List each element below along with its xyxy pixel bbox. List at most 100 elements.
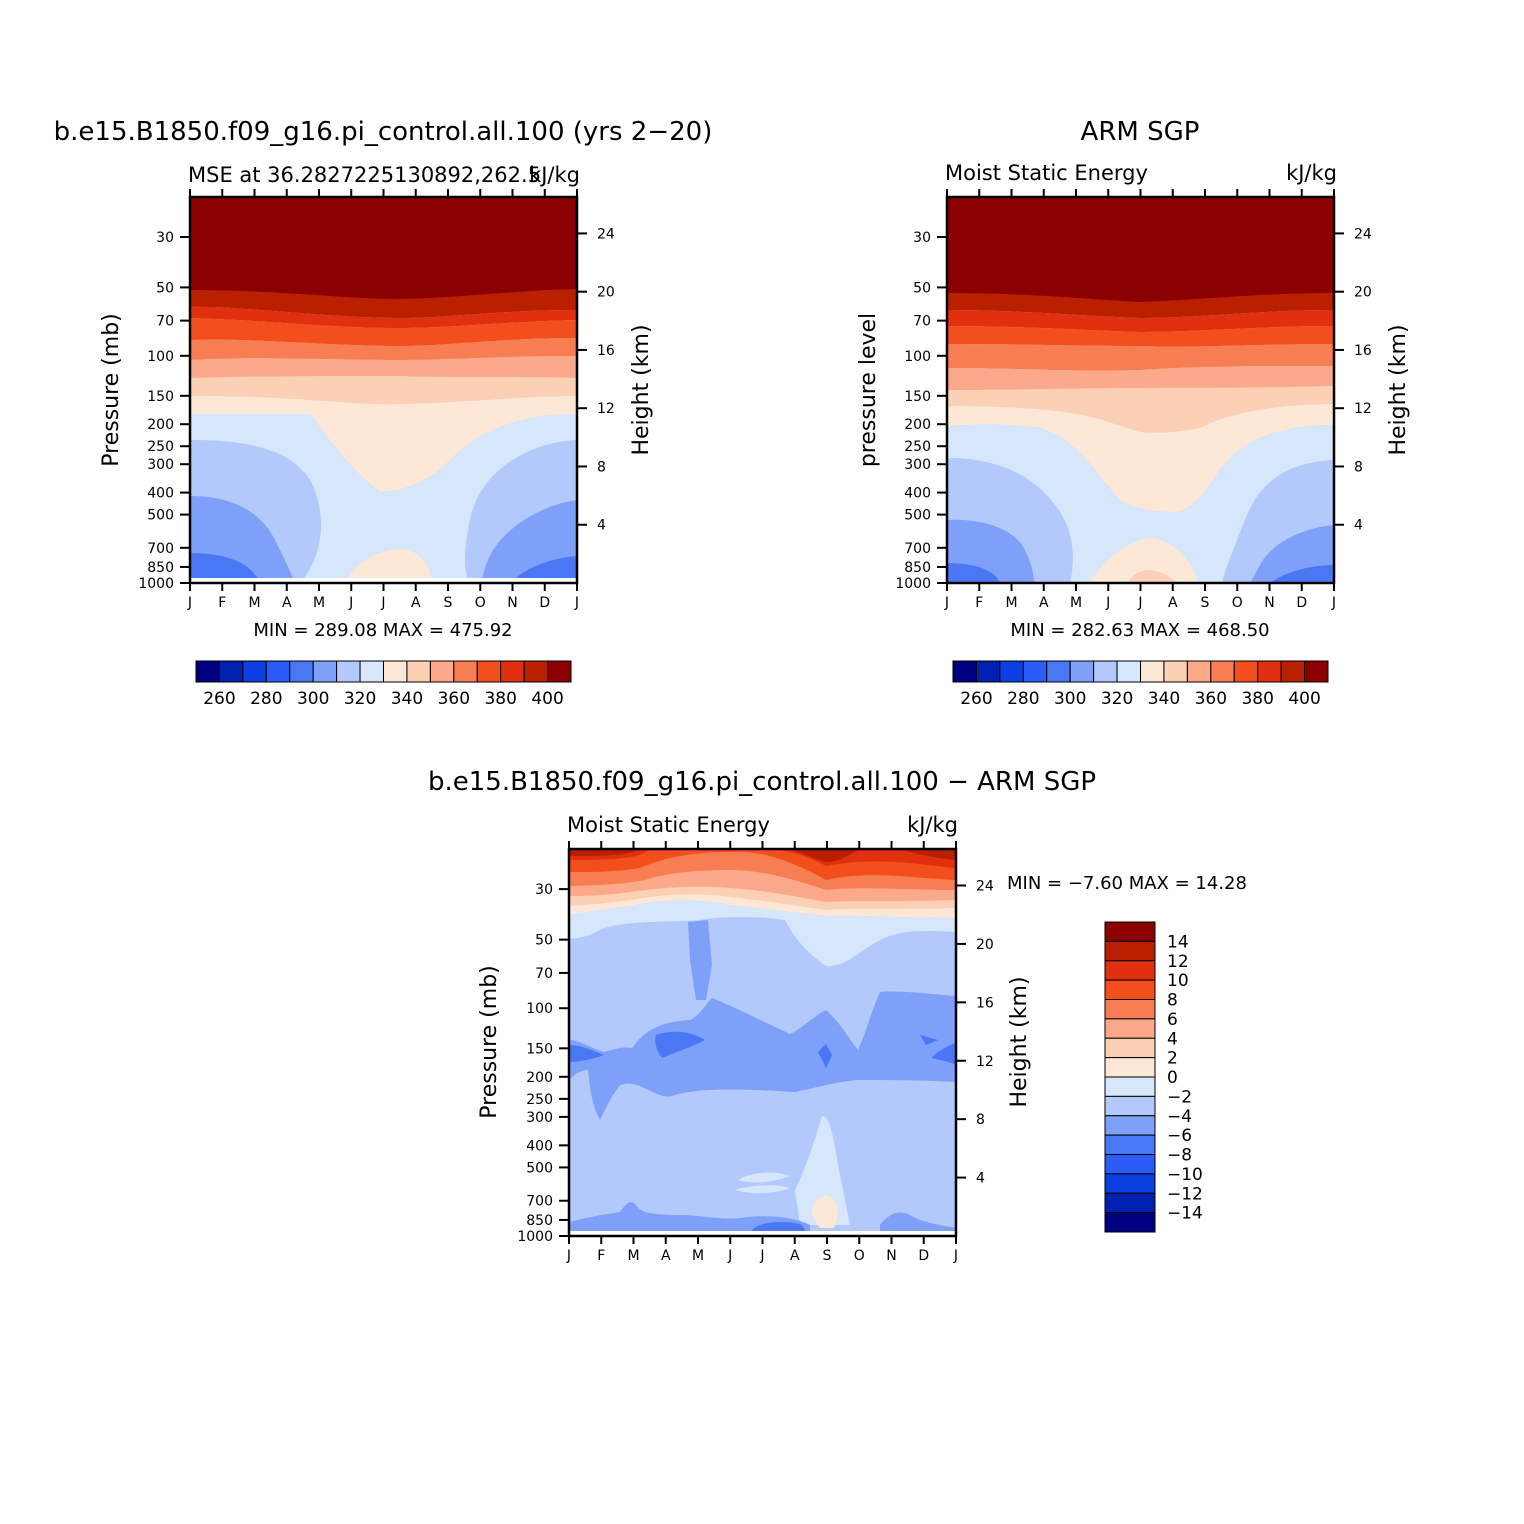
x-tick-label: A (661, 1248, 671, 1264)
panel-diff-ylabel-right: Height (km) (1007, 976, 1032, 1107)
colorbar-label: 360 (1195, 689, 1227, 709)
y-tick-label: 700 (526, 1194, 553, 1210)
panel-obs-subtitle-left: Moist Static Energy (945, 161, 1148, 185)
colorbar-label: −10 (1167, 1165, 1203, 1185)
x-tick-label: M (1005, 595, 1017, 611)
panel-model-field (190, 197, 577, 583)
colorbar-swatch (1069, 660, 1095, 683)
colorbar-label: 2 (1167, 1049, 1178, 1069)
x-tick-label: F (975, 595, 983, 611)
y-tick-label: 150 (904, 389, 931, 405)
y-tick-label: 1000 (517, 1229, 553, 1245)
colorbar-swatch (429, 660, 455, 683)
y-tick-label: 70 (156, 314, 174, 330)
x-tick-label: J (953, 1248, 958, 1264)
y-tick-label: 850 (147, 560, 174, 576)
x-tick-label: M (248, 595, 260, 611)
colorbar-swatch (1104, 1192, 1156, 1214)
x-tick-label: J (1105, 595, 1110, 611)
y-right-tick-label: 24 (976, 879, 994, 895)
y-tick-label: 100 (904, 349, 931, 365)
panel-obs-ylabel-right: Height (km) (1386, 324, 1411, 455)
panel-model-ylabel: Pressure (mb) (99, 313, 124, 467)
y-tick-label: 200 (147, 417, 174, 433)
x-tick-label: O (854, 1248, 865, 1264)
colorbar-swatch (1233, 660, 1259, 683)
y-tick-label: 500 (526, 1160, 553, 1176)
colorbar-swatch (383, 660, 408, 683)
x-tick-label: M (1070, 595, 1082, 611)
colorbar-swatch (242, 660, 267, 683)
y-right-tick-label: 20 (1354, 285, 1372, 301)
colorbar-label: 300 (1054, 689, 1086, 709)
x-tick-label: N (1264, 595, 1274, 611)
y-tick-label: 70 (535, 966, 553, 982)
colorbar-swatch (1104, 1154, 1156, 1175)
colorbar-swatch (218, 660, 244, 683)
y-tick-label: 70 (913, 314, 931, 330)
colorbar-label: −8 (1167, 1146, 1192, 1166)
colorbar-label: −6 (1167, 1126, 1192, 1146)
colorbar-swatch (1104, 1212, 1156, 1233)
colorbar-label: 340 (1148, 689, 1180, 709)
y-right-tick-label: 4 (1354, 518, 1363, 534)
x-tick-label: S (444, 595, 453, 611)
panel-diff-title: b.e15.B1850.f09_g16.pi_control.all.100 −… (428, 767, 1096, 797)
colorbar-label: 8 (1167, 991, 1178, 1011)
panel-obs-subtitle-right: kJ/kg (1286, 161, 1337, 185)
colorbar-swatch (975, 660, 1001, 683)
y-right-tick-label: 12 (976, 1054, 994, 1070)
y-tick-label: 50 (535, 933, 553, 949)
panel-model-minmax: MIN = 289.08 MAX = 475.92 (253, 620, 512, 641)
y-tick-label: 50 (156, 280, 174, 296)
colorbar-swatch (1104, 1018, 1156, 1039)
colorbar-label: 280 (1007, 689, 1039, 709)
x-tick-label: A (282, 595, 292, 611)
colorbar-swatch (523, 660, 549, 683)
x-tick-label: S (823, 1248, 832, 1264)
x-tick-label: M (692, 1248, 704, 1264)
colorbar-swatch (1186, 660, 1212, 683)
x-tick-label: J (1137, 595, 1142, 611)
colorbar-label: 14 (1167, 932, 1189, 952)
x-tick-label: M (627, 1248, 639, 1264)
colorbar-swatch (476, 660, 502, 683)
y-tick-label: 100 (147, 349, 174, 365)
y-tick-label: 50 (913, 280, 931, 296)
y-tick-label: 300 (904, 457, 931, 473)
y-tick-label: 300 (147, 457, 174, 473)
y-tick-label: 700 (147, 541, 174, 557)
colorbar-label: 12 (1167, 952, 1189, 972)
x-tick-label: S (1201, 595, 1210, 611)
x-tick-label: J (574, 595, 579, 611)
x-tick-label: J (944, 595, 949, 611)
panel-diff-subtitle-left: Moist Static Energy (567, 813, 770, 837)
panel-obs-minmax: MIN = 282.63 MAX = 468.50 (1010, 620, 1269, 641)
colorbar-swatch (1104, 1115, 1156, 1136)
colorbar-label: 380 (484, 689, 516, 709)
colorbar-label: 280 (250, 689, 282, 709)
y-tick-label: 300 (526, 1110, 553, 1126)
y-right-tick-label: 8 (1354, 459, 1363, 475)
panel-model-subtitle-left: MSE at 36.2827225130892,262.5 (188, 163, 541, 187)
y-tick-label: 400 (147, 486, 174, 502)
colorbar-swatch (336, 660, 361, 683)
colorbar-swatch (1104, 1057, 1156, 1078)
y-tick-label: 700 (904, 541, 931, 557)
colorbar-swatch (1163, 660, 1188, 683)
colorbar-label: 400 (1288, 689, 1320, 709)
y-right-tick-label: 24 (1354, 226, 1372, 242)
colorbar-swatch (453, 660, 478, 683)
x-tick-label: J (759, 1248, 764, 1264)
x-tick-label: D (539, 595, 550, 611)
colorbar-swatch (1104, 999, 1156, 1020)
y-tick-label: 1000 (138, 576, 174, 592)
x-tick-label: J (1331, 595, 1336, 611)
panel-obs-ylabel: pressure level (856, 313, 881, 467)
y-tick-label: 100 (526, 1001, 553, 1017)
panel-diff-ylabel: Pressure (mb) (477, 965, 502, 1119)
colorbar-swatch (1280, 660, 1306, 683)
colorbar-label: 340 (391, 689, 423, 709)
x-tick-label: A (411, 595, 421, 611)
panel-diff-subtitle-right: kJ/kg (907, 813, 958, 837)
